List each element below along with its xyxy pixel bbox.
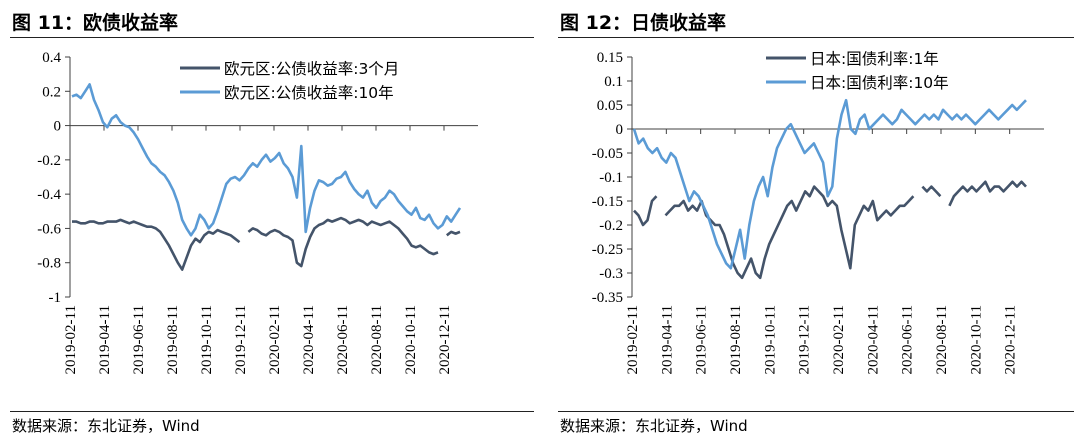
y-tick-label: -0.2 [599, 218, 623, 234]
x-tick-label: 2020-02-11 [267, 305, 283, 374]
title-rule [558, 37, 1074, 38]
title-rule [10, 37, 534, 38]
source-rule [558, 411, 1074, 412]
y-tick-label: 0.4 [42, 50, 61, 66]
x-tick-label: 2019-08-11 [165, 305, 181, 374]
x-tick-label: 2020-06-11 [900, 305, 916, 374]
x-tick-label: 2019-02-11 [625, 305, 641, 374]
series-line [72, 216, 461, 271]
x-tick-label: 2020-12-11 [437, 305, 453, 374]
series-line [633, 180, 1027, 280]
source-note: 数据来源：东北证券，Wind [560, 417, 748, 435]
x-tick-label: 2019-12-11 [797, 305, 813, 374]
y-tick-label: -0.1 [599, 170, 623, 186]
x-tick-label: 2019-06-11 [131, 305, 147, 374]
y-tick-label: 0 [54, 119, 62, 135]
x-tick-label: 2019-06-11 [694, 305, 710, 374]
x-tick-label: 2019-02-11 [63, 305, 79, 374]
jpn-yield-chart: 0.15 0.1 0.05 0 -0.05 -0.1 -0.15 -0.2 -0.25 -0.3 -… [592, 50, 1044, 374]
legend-label: 日本:国债利率:1年 [810, 50, 939, 68]
x-tick-label: 2019-10-11 [199, 305, 215, 374]
series-line [71, 83, 462, 237]
legend-label: 欧元区:公债收益率:3个月 [224, 60, 399, 78]
source-rule [10, 411, 534, 412]
y-tick-label: -0.4 [37, 187, 61, 203]
y-tick-label: 0.05 [597, 98, 623, 114]
y-tick-label: 0 [616, 122, 624, 138]
y-tick-label: -0.25 [592, 242, 623, 258]
y-tick-label: -0.2 [37, 153, 61, 169]
chart-panel-jpn: 图 12：日债收益率 0.15 0.1 0.05 0 -0.05 -0.1 -0.15 -0.… [548, 0, 1080, 446]
x-tick-label: 2019-08-11 [728, 305, 744, 374]
x-tick-label: 2019-12-11 [233, 305, 249, 374]
x-tick-label: 2020-08-11 [369, 305, 385, 374]
x-tick-label: 2019-10-11 [762, 305, 778, 374]
y-tick-label: -0.05 [592, 146, 623, 162]
y-tick-label: -0.15 [592, 194, 623, 210]
x-tick-label: 2020-02-11 [831, 305, 847, 374]
y-tick-label: -0.3 [599, 266, 623, 282]
x-tick-label: 2020-04-11 [301, 305, 317, 374]
x-tick-label: 2020-10-11 [403, 305, 419, 374]
y-tick-label: -0.35 [592, 290, 623, 306]
y-tick-label: -0.6 [37, 221, 61, 237]
legend-label: 欧元区:公债收益率:10年 [224, 84, 394, 102]
y-tick-label: 0.2 [42, 84, 61, 100]
chart-panel-eur: 图 11：欧债收益率 0.4 0.2 0 -0.2 -0.4 -0.6 -0.8 -1 2019… [10, 12, 534, 435]
x-tick-label: 2020-08-11 [934, 305, 950, 374]
x-tick-label: 2020-10-11 [968, 305, 984, 374]
x-tick-label: 2019-04-11 [659, 305, 675, 374]
y-tick-label: 0.15 [597, 50, 623, 66]
y-tick-label: 0.1 [604, 74, 623, 90]
y-tick-label: -1 [49, 290, 62, 306]
source-note: 数据来源：东北证券，Wind [12, 417, 200, 435]
y-tick-label: -0.8 [37, 256, 61, 272]
x-tick-label: 2020-06-11 [335, 305, 351, 374]
chart-title: 图 12：日债收益率 [560, 12, 727, 34]
x-tick-label: 2020-04-11 [865, 305, 881, 374]
x-tick-label: 2019-04-11 [97, 305, 113, 374]
x-tick-label: 2020-12-11 [1003, 305, 1019, 374]
series-line [632, 98, 1027, 270]
legend-label: 日本:国债利率:10年 [810, 74, 949, 92]
chart-title: 图 11：欧债收益率 [12, 12, 179, 34]
